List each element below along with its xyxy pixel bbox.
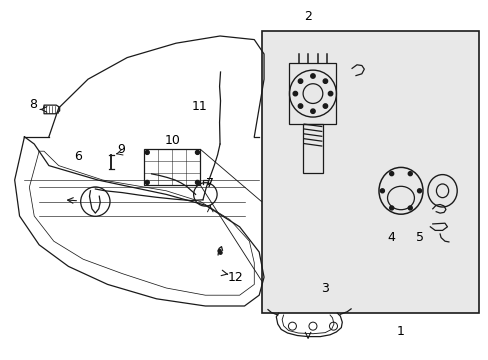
Bar: [303, 124, 322, 173]
Circle shape: [293, 91, 297, 96]
Circle shape: [298, 79, 302, 84]
Circle shape: [389, 172, 393, 176]
Text: 4: 4: [386, 231, 394, 244]
Bar: [289, 63, 336, 124]
Circle shape: [323, 104, 327, 108]
Circle shape: [145, 180, 149, 184]
Text: 2: 2: [304, 10, 311, 23]
Circle shape: [310, 109, 314, 113]
Bar: [261, 31, 478, 313]
Circle shape: [380, 189, 384, 193]
Text: 8: 8: [29, 98, 37, 111]
Circle shape: [195, 150, 199, 154]
Text: 10: 10: [164, 134, 180, 147]
Circle shape: [218, 249, 221, 252]
Circle shape: [145, 150, 149, 154]
Circle shape: [417, 189, 421, 193]
Circle shape: [195, 180, 199, 184]
Circle shape: [407, 206, 411, 210]
Circle shape: [298, 104, 302, 108]
Circle shape: [328, 91, 332, 96]
Text: 1: 1: [396, 325, 404, 338]
Text: 3: 3: [321, 282, 328, 294]
Circle shape: [310, 74, 314, 78]
Text: 6: 6: [74, 150, 82, 163]
Text: 7: 7: [206, 177, 214, 190]
Circle shape: [219, 251, 222, 254]
Bar: [144, 149, 200, 185]
Circle shape: [389, 206, 393, 210]
Text: 11: 11: [191, 100, 207, 113]
Text: 9: 9: [117, 143, 125, 156]
Circle shape: [407, 172, 411, 176]
Text: 5: 5: [415, 231, 423, 244]
Circle shape: [323, 79, 327, 84]
Text: 12: 12: [227, 271, 243, 284]
